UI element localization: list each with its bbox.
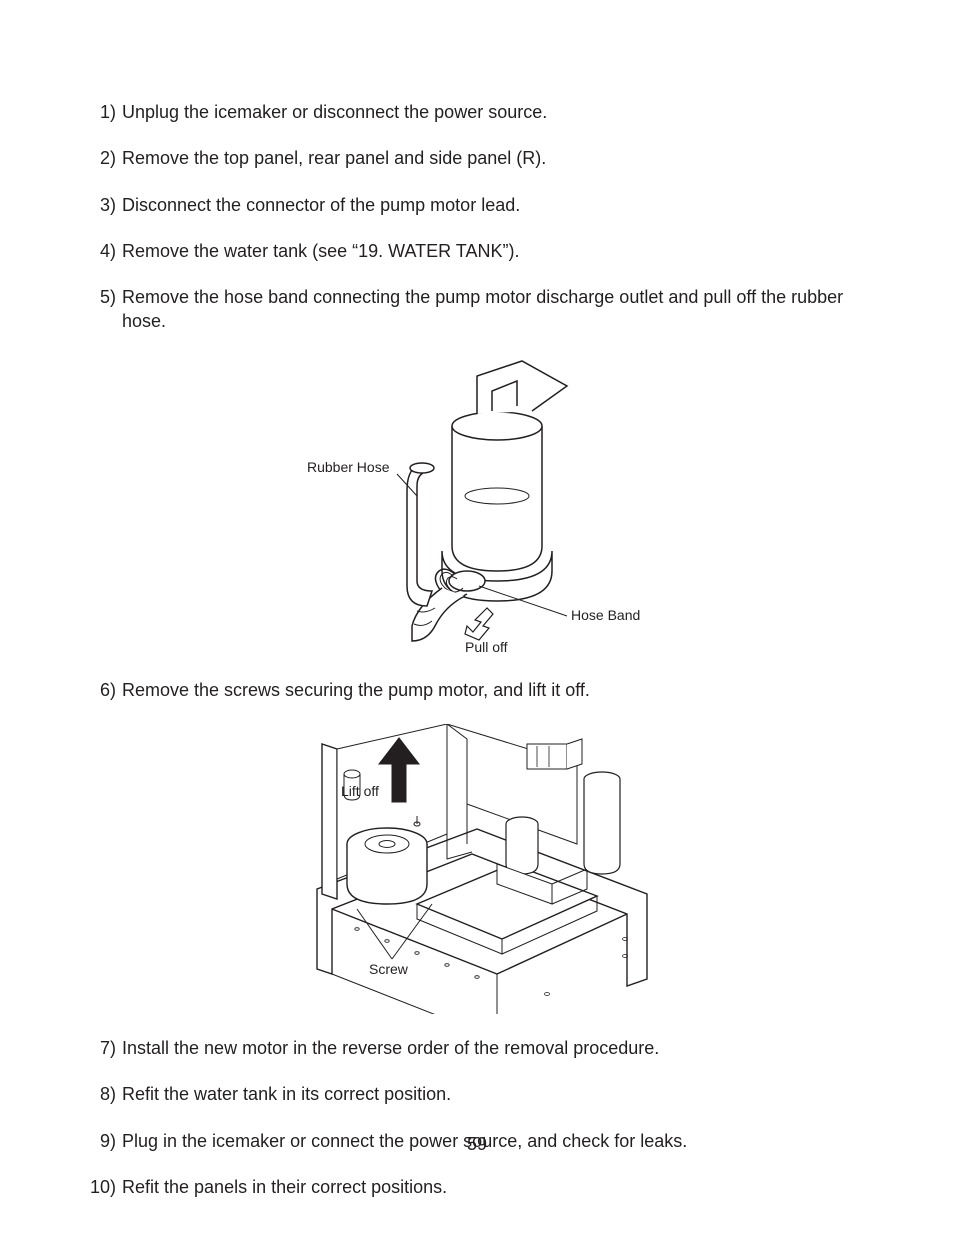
svg-text:Lift off: Lift off: [341, 783, 379, 799]
step-2: 2) Remove the top panel, rear panel and …: [80, 146, 874, 170]
svg-text:Hose Band: Hose Band: [571, 607, 640, 623]
step-text: Remove the screws securing the pump moto…: [122, 678, 874, 702]
step-1: 1) Unplug the icemaker or disconnect the…: [80, 100, 874, 124]
page: 1) Unplug the icemaker or disconnect the…: [0, 0, 954, 1235]
step-text: Unplug the icemaker or disconnect the po…: [122, 100, 874, 124]
step-7: 7) Install the new motor in the reverse …: [80, 1036, 874, 1060]
motor-lift-diagram: Lift off Screw: [297, 724, 657, 1014]
step-6: 6) Remove the screws securing the pump m…: [80, 678, 874, 702]
svg-text:Rubber Hose: Rubber Hose: [307, 459, 390, 475]
step-number: 1): [80, 100, 122, 124]
step-text: Remove the water tank (see “19. WATER TA…: [122, 239, 874, 263]
figure-pump-hose: Rubber Hose Hose Band Pull off: [80, 356, 874, 656]
step-10: 10) Refit the panels in their correct po…: [80, 1175, 874, 1199]
step-text: Remove the hose band connecting the pump…: [122, 285, 874, 334]
svg-text:Screw: Screw: [369, 961, 409, 977]
step-number: 7): [80, 1036, 122, 1060]
svg-text:Pull off: Pull off: [465, 639, 508, 655]
step-3: 3) Disconnect the connector of the pump …: [80, 193, 874, 217]
step-text: Refit the panels in their correct positi…: [122, 1175, 874, 1199]
step-text: Install the new motor in the reverse ord…: [122, 1036, 874, 1060]
figure-motor-lift: Lift off Screw: [80, 724, 874, 1014]
step-text: Remove the top panel, rear panel and sid…: [122, 146, 874, 170]
step-number: 3): [80, 193, 122, 217]
page-number: 59: [0, 1134, 954, 1155]
step-text: Refit the water tank in its correct posi…: [122, 1082, 874, 1106]
step-number: 4): [80, 239, 122, 263]
step-5: 5) Remove the hose band connecting the p…: [80, 285, 874, 334]
step-text: Disconnect the connector of the pump mot…: [122, 193, 874, 217]
step-number: 2): [80, 146, 122, 170]
step-4: 4) Remove the water tank (see “19. WATER…: [80, 239, 874, 263]
step-number: 10): [80, 1175, 122, 1199]
step-8: 8) Refit the water tank in its correct p…: [80, 1082, 874, 1106]
step-number: 5): [80, 285, 122, 334]
pump-hose-diagram: Rubber Hose Hose Band Pull off: [267, 356, 687, 656]
step-number: 6): [80, 678, 122, 702]
step-number: 8): [80, 1082, 122, 1106]
